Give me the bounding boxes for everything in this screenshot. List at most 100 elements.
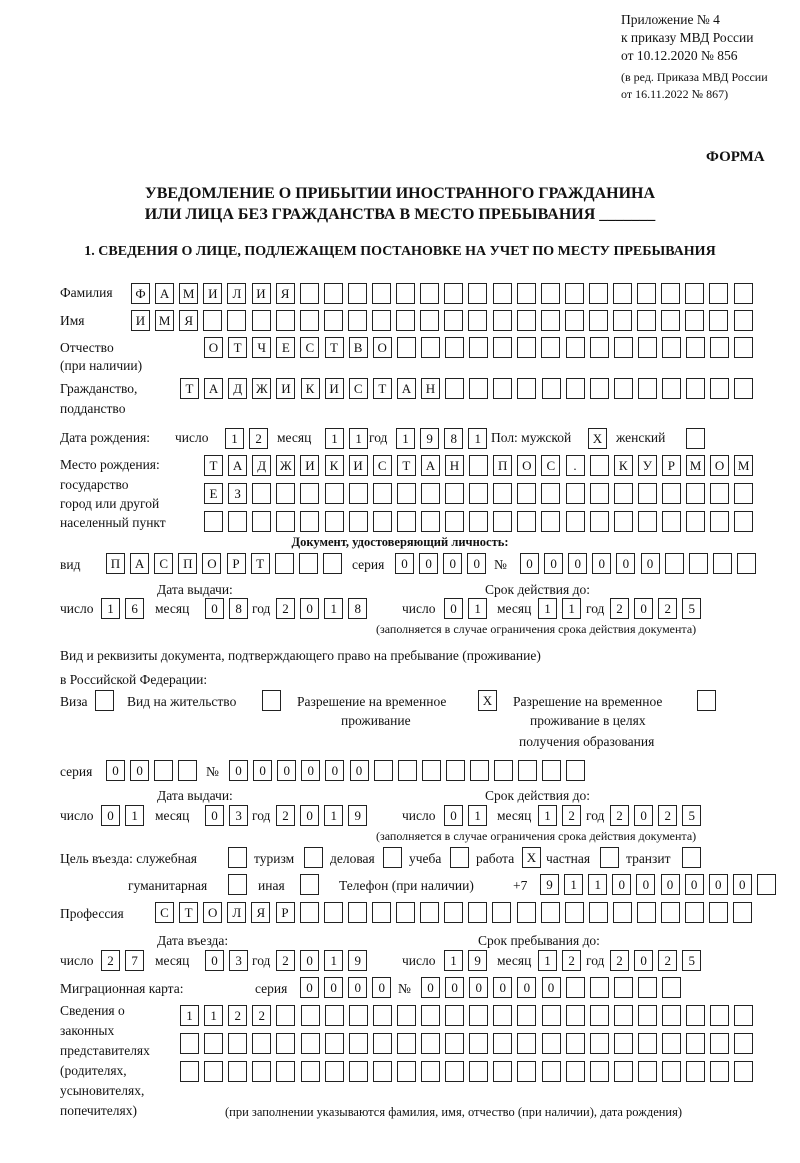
rd-number-box[interactable]: 0 xyxy=(229,760,248,781)
purpose-official-box[interactable] xyxy=(228,847,247,868)
surname-box[interactable] xyxy=(588,283,608,304)
dob-month-box[interactable]: 1 xyxy=(349,428,369,449)
pob-box[interactable] xyxy=(565,483,585,504)
surname-box[interactable] xyxy=(396,283,416,304)
legal-reps-box[interactable] xyxy=(421,1061,440,1082)
pob-box[interactable]: П xyxy=(493,455,513,476)
char-box[interactable]: 1 xyxy=(468,805,488,826)
surname-box[interactable]: И xyxy=(251,283,271,304)
legal-reps-box[interactable] xyxy=(180,1033,199,1054)
pob-box[interactable] xyxy=(589,455,609,476)
name-box[interactable] xyxy=(685,310,705,331)
name-box[interactable] xyxy=(733,310,753,331)
legal-reps-box[interactable] xyxy=(445,1005,465,1026)
legal-reps-box[interactable] xyxy=(300,1005,320,1026)
citizenship-box[interactable] xyxy=(517,378,537,399)
char-box[interactable]: 2 xyxy=(562,950,582,971)
pob-box[interactable] xyxy=(565,511,585,532)
patronymic-box[interactable]: С xyxy=(300,337,320,358)
name-box[interactable] xyxy=(420,310,440,331)
char-box[interactable]: 2 xyxy=(101,950,120,971)
patronymic-box[interactable]: Т xyxy=(324,337,344,358)
legal-reps-box[interactable] xyxy=(396,1005,416,1026)
pob-box[interactable]: Ж xyxy=(276,455,296,476)
rd-number-box[interactable]: 0 xyxy=(277,760,297,781)
profession-box[interactable] xyxy=(564,902,584,923)
legal-reps-box[interactable] xyxy=(493,1033,513,1054)
citizenship-box[interactable] xyxy=(565,378,585,399)
patronymic-box[interactable]: О xyxy=(204,337,223,358)
legal-reps-box[interactable] xyxy=(300,1033,320,1054)
rd-number-box[interactable] xyxy=(397,760,417,781)
legal-reps-box[interactable] xyxy=(734,1005,754,1026)
legal-reps-box[interactable] xyxy=(710,1061,730,1082)
pob-box[interactable] xyxy=(541,511,561,532)
patronymic-box[interactable]: Ч xyxy=(252,337,272,358)
mc-number-box[interactable]: 0 xyxy=(517,977,537,998)
legal-reps-box[interactable] xyxy=(445,1061,465,1082)
legal-reps-box[interactable]: 1 xyxy=(180,1005,199,1026)
name-box[interactable] xyxy=(372,310,391,331)
pob-box[interactable] xyxy=(228,511,248,532)
legal-reps-box[interactable] xyxy=(348,1033,368,1054)
char-box[interactable]: 0 xyxy=(205,950,224,971)
char-box[interactable]: 0 xyxy=(205,598,224,619)
name-box[interactable] xyxy=(709,310,729,331)
legal-reps-box[interactable] xyxy=(637,1061,657,1082)
pob-box[interactable] xyxy=(348,483,368,504)
legal-reps-box[interactable] xyxy=(613,1005,633,1026)
legal-reps-box[interactable]: 1 xyxy=(204,1005,224,1026)
char-box[interactable]: 2 xyxy=(276,805,295,826)
citizenship-box[interactable] xyxy=(469,378,489,399)
legal-reps-box[interactable] xyxy=(662,1061,681,1082)
pob-box[interactable] xyxy=(589,483,609,504)
pob-box[interactable] xyxy=(637,483,657,504)
mc-number-box[interactable]: 0 xyxy=(421,977,440,998)
mc-series-box[interactable]: 0 xyxy=(324,977,344,998)
dob-year-box[interactable]: 1 xyxy=(468,428,488,449)
id-kind-box[interactable]: О xyxy=(202,553,222,574)
surname-box[interactable]: М xyxy=(179,283,199,304)
char-box[interactable]: 1 xyxy=(324,598,344,619)
legal-reps-box[interactable] xyxy=(469,1061,489,1082)
male-box[interactable]: X xyxy=(588,428,607,449)
legal-reps-box[interactable] xyxy=(396,1061,416,1082)
citizenship-box[interactable] xyxy=(710,378,730,399)
char-box[interactable]: 0 xyxy=(101,805,120,826)
profession-box[interactable] xyxy=(444,902,464,923)
pob-box[interactable] xyxy=(204,511,223,532)
char-box[interactable]: 1 xyxy=(468,598,488,619)
legal-reps-box[interactable] xyxy=(372,1005,392,1026)
legal-reps-box[interactable] xyxy=(686,1061,706,1082)
char-box[interactable]: 1 xyxy=(538,598,557,619)
pob-box[interactable] xyxy=(420,483,440,504)
legal-reps-box[interactable] xyxy=(541,1061,561,1082)
char-box[interactable]: 1 xyxy=(444,950,463,971)
pob-box[interactable]: К xyxy=(324,455,344,476)
legal-reps-box[interactable] xyxy=(662,1005,681,1026)
dob-month-box[interactable]: 1 xyxy=(325,428,344,449)
pob-box[interactable] xyxy=(734,483,754,504)
pob-box[interactable]: Р xyxy=(661,455,681,476)
profession-box[interactable] xyxy=(685,902,705,923)
rd-number-box[interactable]: 0 xyxy=(301,760,321,781)
name-box[interactable] xyxy=(444,310,464,331)
patronymic-box[interactable] xyxy=(541,337,561,358)
phone-box[interactable]: 0 xyxy=(612,874,632,895)
pob-box[interactable] xyxy=(324,511,344,532)
char-box[interactable]: 6 xyxy=(125,598,145,619)
pob-box[interactable] xyxy=(710,483,730,504)
name-box[interactable] xyxy=(564,310,584,331)
citizenship-box[interactable] xyxy=(613,378,633,399)
surname-box[interactable] xyxy=(347,283,367,304)
citizenship-box[interactable]: И xyxy=(324,378,344,399)
temp-res-edu-box[interactable] xyxy=(697,690,716,711)
legal-reps-box[interactable] xyxy=(204,1061,224,1082)
phone-box[interactable]: 0 xyxy=(708,874,728,895)
legal-reps-box[interactable] xyxy=(637,1005,657,1026)
patronymic-box[interactable] xyxy=(420,337,440,358)
name-box[interactable] xyxy=(323,310,343,331)
char-box[interactable]: 9 xyxy=(348,950,368,971)
name-box[interactable]: Я xyxy=(179,310,199,331)
surname-box[interactable] xyxy=(709,283,729,304)
